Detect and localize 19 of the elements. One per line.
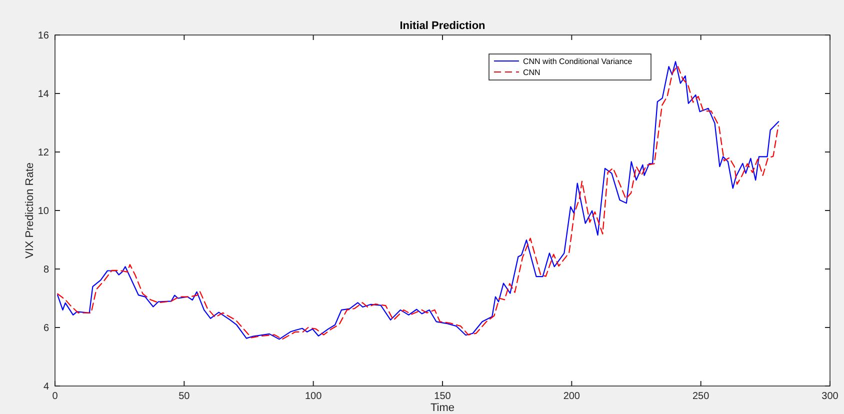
y-tick-label: 12 <box>38 148 50 158</box>
x-axis-title: Time <box>430 402 455 414</box>
chart-title: Initial Prediction <box>400 20 486 32</box>
y-tick-label: 16 <box>38 30 50 42</box>
legend-label: CNN <box>523 68 541 77</box>
y-tick-label: 8 <box>43 264 50 276</box>
x-tick-label: 200 <box>563 391 580 402</box>
x-tick-label: 150 <box>434 391 452 402</box>
x-tick-label: 0 <box>52 391 58 402</box>
x-tick-label: 250 <box>692 391 710 402</box>
y-tick-label: 4 <box>43 382 50 392</box>
legend-label: CNN with Conditional Variance <box>523 57 633 66</box>
y-axis-title: VIX Prediction Rate <box>24 162 36 258</box>
y-tick-label: 10 <box>38 206 50 217</box>
x-tick-label: 100 <box>304 391 322 402</box>
x-tick-label: 300 <box>822 391 839 402</box>
x-tick-label: 50 <box>178 391 190 402</box>
y-tick-label: 14 <box>38 89 50 100</box>
y-tick-label: 6 <box>43 323 50 334</box>
